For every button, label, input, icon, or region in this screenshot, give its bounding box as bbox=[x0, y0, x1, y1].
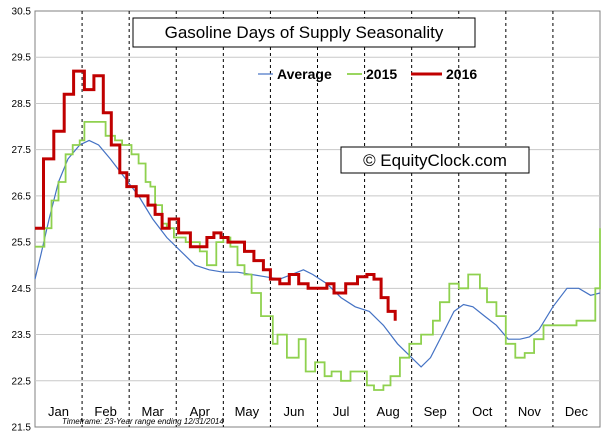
x-tick-label: Feb bbox=[94, 404, 116, 419]
series-line-2015 bbox=[35, 121, 601, 391]
y-tick-label: 27.5 bbox=[12, 145, 32, 156]
chart-title: Gasoline Days of Supply Seasonality bbox=[165, 23, 444, 42]
x-axis: Jan Feb Mar Apr May Jun Jul Aug Sep Oct Nov Dec bbox=[48, 404, 588, 419]
x-tick-label: Mar bbox=[142, 404, 165, 419]
footnote: Timeframe: 23-Year range ending 12/31/20… bbox=[62, 417, 224, 426]
legend-label-average: Average bbox=[277, 66, 332, 82]
x-tick-label: Jul bbox=[333, 404, 350, 419]
series-line-average bbox=[34, 139, 601, 368]
legend-label-2015: 2015 bbox=[366, 66, 397, 82]
x-tick-label: Dec bbox=[565, 404, 589, 419]
y-tick-label: 26.5 bbox=[12, 191, 32, 202]
y-tick-label: 21.5 bbox=[12, 423, 32, 434]
y-tick-label: 24.5 bbox=[12, 284, 32, 295]
x-tick-label: Apr bbox=[190, 404, 211, 419]
x-tick-label: Aug bbox=[377, 404, 400, 419]
series-line-2016 bbox=[35, 69, 397, 321]
title-box: Gasoline Days of Supply Seasonality bbox=[132, 17, 476, 48]
watermark: © EquityClock.com bbox=[363, 151, 507, 170]
y-tick-label: 29.5 bbox=[12, 53, 32, 64]
legend: Average 2015 2016 bbox=[258, 66, 477, 82]
y-tick-label: 23.5 bbox=[12, 330, 32, 341]
watermark-box: © EquityClock.com bbox=[340, 146, 530, 174]
y-tick-label: 25.5 bbox=[12, 238, 32, 249]
x-tick-label: May bbox=[235, 404, 260, 419]
y-tick-label: 28.5 bbox=[12, 99, 32, 110]
legend-label-2016: 2016 bbox=[446, 66, 477, 82]
plot-area bbox=[34, 10, 601, 428]
x-tick-label: Nov bbox=[518, 404, 542, 419]
x-tick-label: Sep bbox=[424, 404, 447, 419]
x-tick-label: Jan bbox=[48, 404, 69, 419]
y-tick-label: 22.5 bbox=[12, 376, 32, 387]
x-tick-label: Oct bbox=[472, 404, 493, 419]
y-tick-label: 30.5 bbox=[12, 7, 32, 18]
x-tick-label: Jun bbox=[283, 404, 304, 419]
series-layer bbox=[34, 69, 601, 391]
y-axis: 21.5 22.5 23.5 24.5 25.5 26.5 27.5 28.5 29.5 30.5 bbox=[12, 7, 32, 434]
